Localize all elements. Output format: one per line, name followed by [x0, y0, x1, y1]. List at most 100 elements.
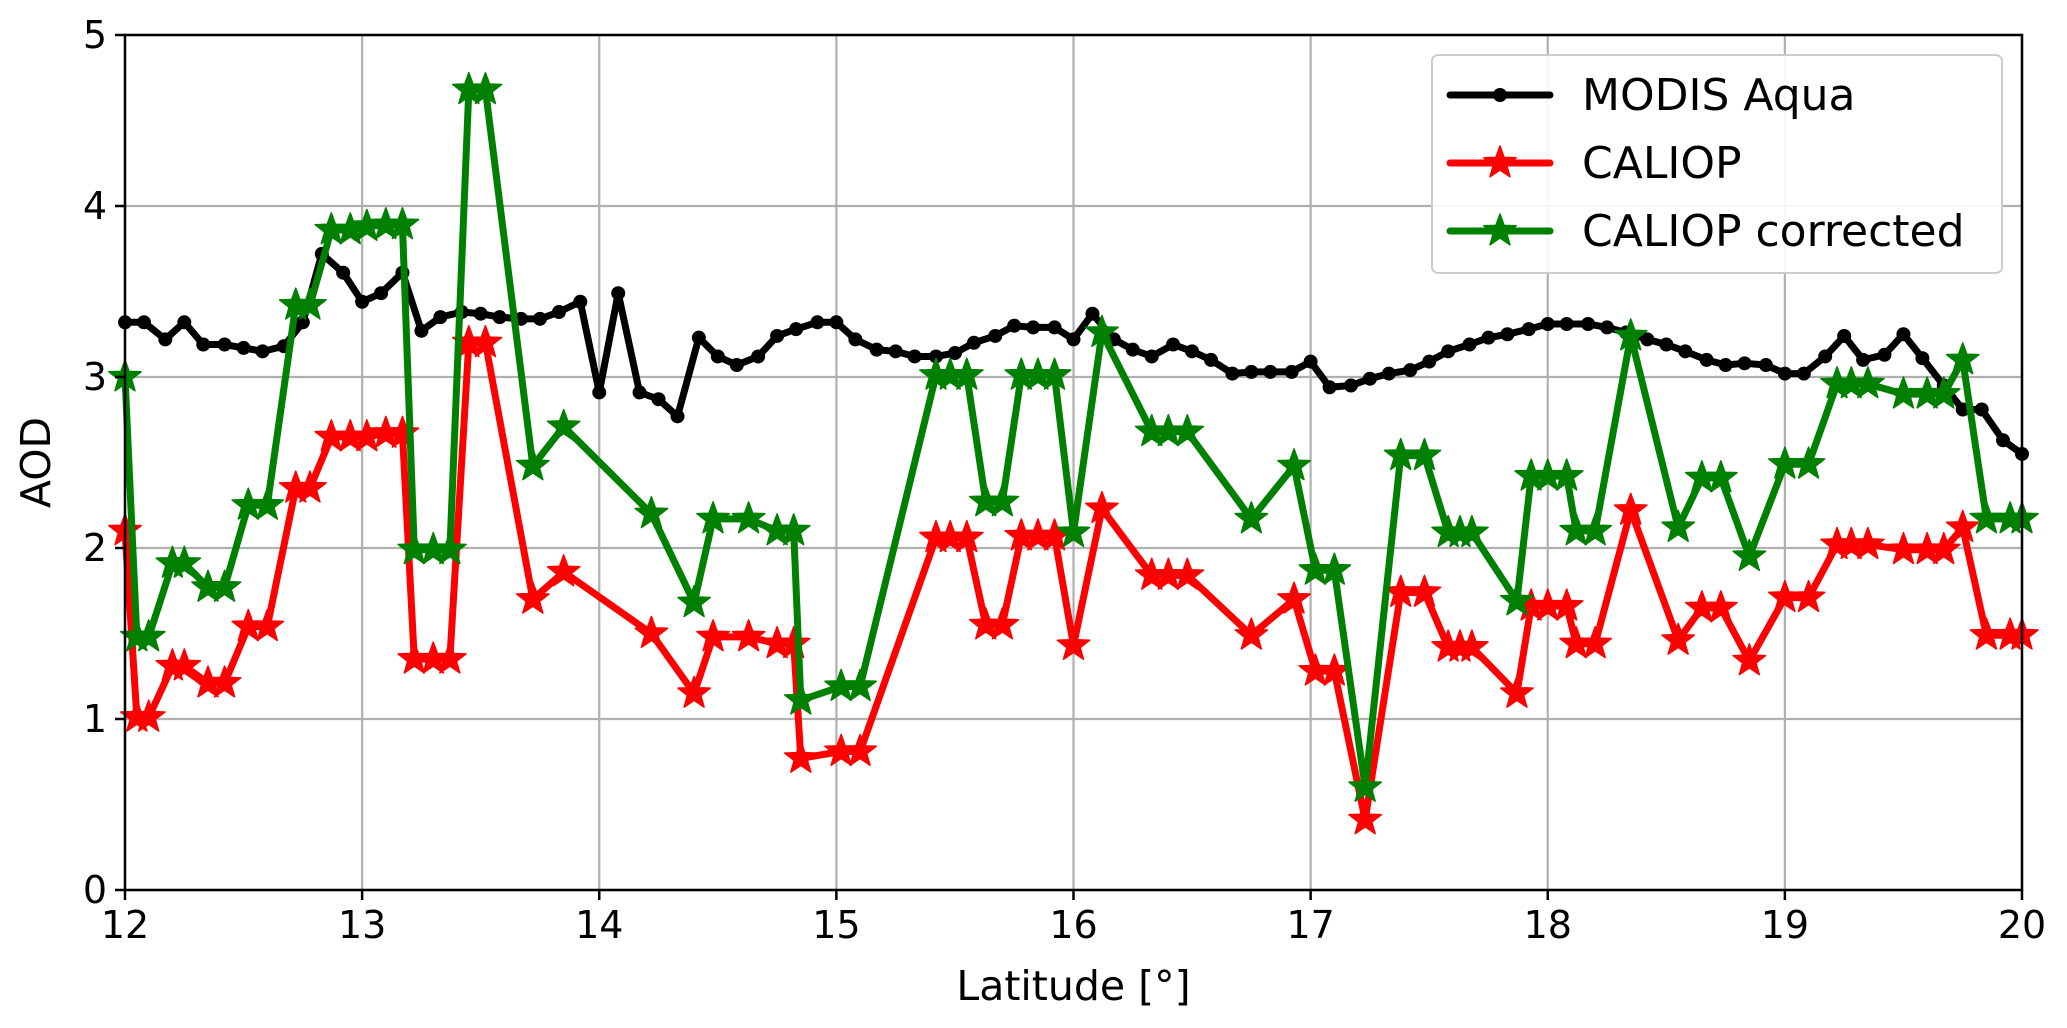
data-point-modis-aqua — [1284, 364, 1299, 379]
data-point-modis-aqua — [1166, 337, 1181, 352]
data-point-modis-aqua — [158, 332, 173, 347]
legend-marker — [1483, 145, 1517, 178]
data-point-modis-aqua — [573, 294, 588, 309]
legend-label: CALIOP — [1582, 138, 1741, 189]
data-point-modis-aqua — [236, 340, 251, 355]
data-point-modis-aqua — [1322, 380, 1337, 395]
data-point-caliop-corrected — [1348, 769, 1383, 802]
data-point-modis-aqua — [1818, 349, 1833, 364]
data-point-caliop — [293, 470, 327, 503]
data-point-modis-aqua — [751, 349, 766, 364]
data-point-caliop — [1348, 802, 1383, 835]
series-layer — [108, 71, 2039, 835]
data-point-modis-aqua — [1244, 364, 1259, 379]
data-point-modis-aqua — [848, 332, 863, 347]
data-point-caliop-corrected — [1454, 514, 1489, 548]
data-point-caliop-corrected — [546, 408, 581, 442]
data-point-caliop-corrected — [1703, 460, 1738, 493]
data-point-modis-aqua — [632, 385, 647, 400]
data-point-caliop — [1703, 590, 1738, 623]
data-point-modis-aqua — [492, 310, 507, 325]
data-point-modis-aqua — [1066, 332, 1081, 347]
data-point-caliop — [1234, 617, 1269, 650]
data-point-modis-aqua — [1737, 356, 1752, 371]
data-point-modis-aqua — [592, 385, 607, 400]
data-point-caliop — [1578, 626, 1613, 659]
x-tick-label: 12 — [101, 903, 149, 947]
legend-entry-caliop-corrected: CALIOP corrected — [1446, 206, 1965, 257]
data-point-modis-aqua — [336, 265, 351, 280]
data-point-caliop — [1056, 627, 1091, 660]
data-point-caliop — [1407, 574, 1442, 607]
y-tick-label: 5 — [83, 13, 107, 57]
data-point-modis-aqua — [1699, 352, 1714, 367]
data-point-caliop — [167, 648, 202, 681]
legend-entries: MODIS Aqua CALIOP CALIOP corrected — [1446, 70, 1965, 257]
legend-label: CALIOP corrected — [1582, 206, 1965, 257]
data-point-caliop — [776, 626, 811, 659]
data-point-caliop — [1613, 492, 1648, 525]
data-point-modis-aqua — [1837, 328, 1852, 343]
series-caliop-corrected — [108, 71, 2039, 802]
x-axis-label: Latitude [°] — [956, 962, 1190, 1010]
data-point-modis-aqua — [1559, 316, 1574, 331]
y-tick-label: 4 — [83, 184, 107, 228]
data-point-modis-aqua — [611, 286, 626, 301]
data-point-modis-aqua — [1758, 358, 1773, 373]
data-point-caliop — [1500, 675, 1534, 708]
series-caliop — [108, 325, 2039, 835]
data-point-modis-aqua — [1481, 330, 1496, 345]
data-point-modis-aqua — [1303, 354, 1318, 369]
data-point-caliop-corrected — [468, 71, 503, 105]
data-point-caliop — [1170, 557, 1205, 590]
data-point-caliop — [634, 615, 669, 648]
data-point-modis-aqua — [1500, 327, 1515, 342]
data-point-modis-aqua — [1877, 347, 1892, 362]
data-point-modis-aqua — [1185, 344, 1200, 359]
data-point-modis-aqua — [414, 323, 429, 338]
data-point-modis-aqua — [473, 306, 488, 321]
data-point-caliop — [843, 733, 878, 766]
data-point-modis-aqua — [1996, 433, 2011, 448]
data-point-caliop-corrected — [385, 207, 420, 240]
data-point-modis-aqua — [1403, 363, 1418, 378]
data-point-modis-aqua — [1381, 366, 1396, 381]
data-point-caliop-corrected — [1578, 513, 1613, 546]
data-point-modis-aqua — [1343, 378, 1358, 393]
data-point-caliop-corrected — [1945, 342, 1980, 375]
tick-marks — [115, 33, 2024, 900]
data-point-modis-aqua — [651, 392, 666, 407]
legend: MODIS Aqua CALIOP CALIOP corrected — [1431, 54, 2003, 274]
data-point-modis-aqua — [1362, 371, 1377, 386]
data-point-modis-aqua — [1896, 327, 1911, 342]
data-point-caliop — [131, 699, 166, 732]
data-point-caliop — [677, 675, 712, 708]
data-point-modis-aqua — [907, 349, 922, 364]
data-point-caliop-corrected — [1549, 458, 1584, 491]
data-point-caliop-corrected — [1613, 318, 1648, 351]
data-point-caliop-corrected — [1500, 583, 1534, 616]
data-point-modis-aqua — [947, 346, 962, 361]
data-point-modis-aqua — [1125, 342, 1140, 357]
data-point-caliop-corrected — [634, 496, 669, 529]
data-point-modis-aqua — [810, 315, 825, 330]
data-point-modis-aqua — [928, 349, 943, 364]
data-point-caliop — [250, 608, 285, 642]
data-point-caliop — [515, 581, 550, 614]
data-point-caliop — [1732, 643, 1767, 676]
y-tick-label: 3 — [83, 355, 107, 399]
data-point-caliop — [985, 607, 1020, 640]
data-point-caliop — [731, 619, 766, 652]
data-point-modis-aqua — [869, 342, 884, 357]
data-point-caliop — [207, 665, 242, 698]
y-tick-label: 2 — [83, 526, 107, 570]
data-point-modis-aqua — [1225, 366, 1240, 381]
data-point-modis-aqua — [1600, 320, 1615, 335]
data-point-modis-aqua — [374, 286, 389, 301]
data-point-modis-aqua — [1581, 316, 1596, 331]
data-point-caliop — [385, 415, 420, 448]
data-point-modis-aqua — [1462, 337, 1477, 352]
legend-marker — [1493, 88, 1507, 102]
data-point-modis-aqua — [770, 328, 785, 343]
